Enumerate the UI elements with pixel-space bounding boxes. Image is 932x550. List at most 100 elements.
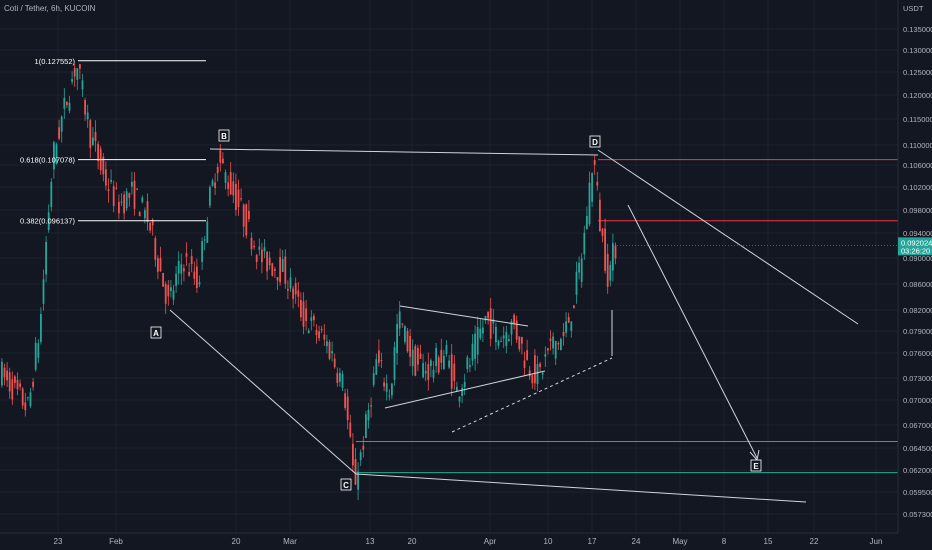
candle-body	[609, 264, 612, 281]
candle-body	[531, 375, 534, 384]
candle-body	[131, 182, 133, 187]
candle-body	[11, 379, 14, 400]
y-tick-label: 0.086000	[903, 280, 932, 289]
candle-body	[385, 383, 388, 392]
wave-label: A	[153, 329, 159, 338]
candle-body	[388, 395, 391, 397]
candle-body	[310, 317, 313, 321]
candle-body	[203, 239, 206, 241]
candle-body	[521, 337, 523, 344]
x-tick-label: 17	[588, 537, 597, 546]
target-arrow-line	[627, 204, 758, 459]
trend-drawings	[169, 148, 859, 503]
candle-body	[110, 179, 112, 182]
candle-body	[357, 471, 359, 490]
candle-body	[437, 357, 440, 373]
x-tick-label: May	[672, 537, 687, 546]
candle-body	[518, 336, 521, 350]
fib-label: 1(0.127552)	[35, 57, 76, 66]
y-tick-label: 0.067000	[903, 421, 932, 430]
candle-body	[16, 379, 19, 390]
candle-body	[115, 187, 118, 189]
candle-body	[34, 342, 37, 370]
candle-body	[378, 350, 380, 363]
candle-body	[430, 360, 432, 367]
candle-body	[79, 64, 81, 69]
candle-body	[313, 315, 315, 321]
candle-body	[19, 383, 21, 387]
x-tick-label: Feb	[109, 537, 123, 546]
candle-body	[84, 100, 86, 115]
wave-label: E	[753, 462, 759, 471]
candle-body	[32, 381, 34, 388]
candle-body	[500, 340, 502, 342]
candle-body	[396, 324, 398, 354]
candle-body	[323, 334, 326, 340]
candle-body	[141, 197, 144, 203]
candle-body	[136, 188, 138, 190]
candle-body	[557, 342, 560, 345]
wave-label: D	[592, 138, 598, 147]
candle-body	[479, 328, 482, 339]
candle-body	[133, 180, 136, 209]
candle-body	[588, 182, 591, 225]
candle-body	[29, 392, 32, 407]
candle-body	[73, 68, 76, 77]
y-tick-label: 0.070000	[903, 396, 932, 405]
candle-body	[281, 258, 284, 272]
candle-body	[268, 257, 271, 266]
candle-body	[237, 189, 240, 207]
candle-body	[224, 172, 227, 183]
triangle-lower	[384, 370, 546, 409]
candle-body	[570, 321, 573, 331]
y-tick-label: 0.057300	[903, 510, 932, 519]
candle-body	[333, 358, 336, 368]
wave-label-box	[340, 478, 352, 491]
candle-body	[432, 369, 435, 378]
candle-body	[242, 204, 245, 227]
candle-body	[292, 288, 294, 299]
x-tick-label: 20	[408, 537, 417, 546]
candle-body	[102, 156, 105, 175]
candle-body	[297, 290, 300, 297]
candle-body	[144, 210, 146, 219]
candle-body	[3, 367, 6, 378]
y-tick-label: 0.098000	[903, 206, 932, 215]
candle-body	[58, 127, 60, 139]
candle-body	[232, 181, 235, 196]
candle-body	[380, 359, 383, 361]
candle-body	[497, 340, 500, 346]
candle-body	[211, 180, 214, 186]
candle-body	[505, 332, 508, 346]
wave-label-box	[589, 135, 601, 148]
x-tick-label: Mar	[283, 537, 297, 546]
candle-body	[214, 182, 216, 189]
candle-body	[489, 308, 492, 339]
price-axis: 0.135000 0.130000 0.125000 0.120000 0.115000…	[897, 0, 932, 533]
x-tick-label: 8	[722, 537, 727, 546]
candle-body	[515, 320, 518, 340]
candle-body	[188, 272, 190, 276]
y-tick-label: 0.110000	[903, 141, 932, 150]
candle-body	[318, 331, 320, 339]
candle-body	[547, 348, 549, 351]
candle-body	[365, 414, 367, 438]
candle-body	[258, 246, 261, 250]
candle-body	[419, 353, 422, 359]
candle-body	[157, 258, 159, 272]
currency-label: USDT	[903, 4, 924, 13]
x-tick-label: 23	[54, 537, 63, 546]
candles	[1, 63, 617, 501]
fib-label: 0.618(0.107078)	[20, 156, 76, 165]
candle-body	[120, 201, 123, 203]
candle-body	[406, 330, 409, 352]
candle-body	[185, 253, 188, 257]
candle-body	[201, 241, 203, 262]
candle-body	[401, 323, 404, 325]
candle-body	[105, 169, 107, 186]
candle-body	[300, 299, 302, 318]
wave-label: C	[343, 481, 349, 490]
candle-body	[138, 212, 141, 217]
